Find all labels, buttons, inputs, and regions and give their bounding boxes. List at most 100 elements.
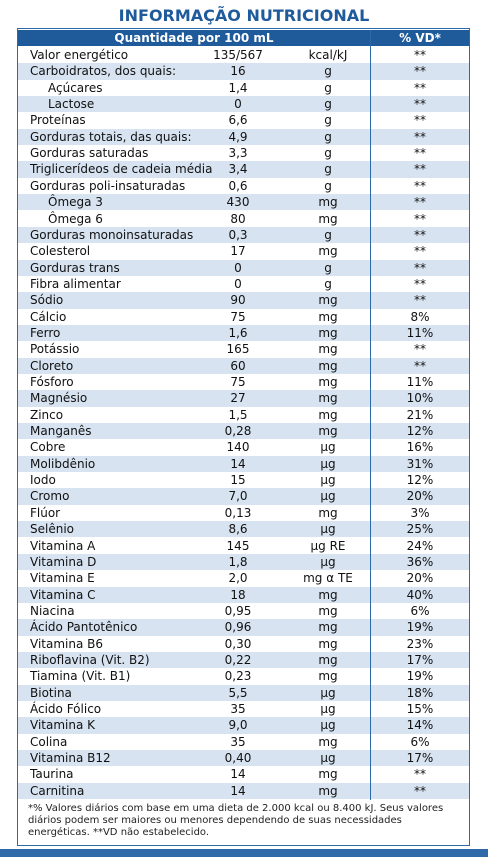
unit: g — [324, 260, 332, 275]
amount: 15 — [230, 473, 246, 488]
unit: mg — [318, 669, 338, 684]
table-row: Gorduras totais, das quais: 4,9 g ** — [18, 128, 469, 146]
unit: mg — [318, 293, 338, 308]
daily-value: 19% — [406, 620, 434, 635]
nutrient-name: Niacina — [30, 603, 75, 618]
footnote: *% Valores diários com base em uma dieta… — [28, 803, 444, 838]
unit: mg — [318, 391, 338, 406]
amount: 90 — [230, 293, 246, 308]
table-row: Fósforo 75 mg 11% — [18, 374, 469, 390]
amount: 14 — [230, 456, 246, 471]
amount: 60 — [230, 358, 246, 373]
nutrient-name: Carnitina — [30, 783, 85, 798]
daily-value: ** — [414, 113, 426, 128]
daily-value: ** — [414, 244, 426, 259]
table-row: Açúcares 1,4 g ** — [18, 80, 469, 96]
table-row: Lactose 0 g ** — [18, 96, 469, 113]
unit: µg RE — [310, 538, 346, 553]
amount: 0,96 — [224, 620, 252, 635]
nutrient-name: Molibdênio — [30, 456, 96, 471]
nutrient-name: Vitamina B6 — [30, 636, 104, 651]
daily-value: 12% — [406, 473, 434, 488]
daily-value: ** — [414, 783, 426, 798]
daily-value: 3% — [410, 505, 430, 520]
unit: g — [324, 162, 332, 177]
amount: 0,23 — [224, 669, 252, 684]
unit: µg — [320, 751, 336, 766]
amount: 1,4 — [228, 80, 248, 95]
table-row: Vitamina C 18 mg 40% — [18, 586, 469, 603]
amount: 3,4 — [228, 162, 248, 177]
table-row: Vitamina B6 0,30 mg 23% — [18, 636, 469, 652]
table-row: Valor energético 135/567 kcal/kJ ** — [18, 47, 469, 63]
daily-value: 21% — [406, 407, 434, 422]
unit: mg — [318, 407, 338, 422]
daily-value: 11% — [406, 375, 434, 389]
unit: mg — [318, 375, 338, 389]
table-row: Molibdênio 14 µg 31% — [18, 455, 469, 473]
nutrient-name: Fósforo — [30, 375, 74, 389]
table-row: Vitamina B12 0,40 µg 17% — [18, 750, 469, 767]
divider — [370, 30, 371, 800]
unit: mg — [318, 767, 338, 782]
table-row: Vitamina D 1,8 µg 36% — [18, 553, 469, 571]
amount: 80 — [230, 211, 246, 226]
table-row: Proteínas 6,6 g ** — [18, 112, 469, 128]
daily-value: ** — [414, 178, 426, 193]
table-row: Magnésio 27 mg 10% — [18, 390, 469, 407]
nutrient-name: Cobre — [30, 440, 66, 455]
amount: 0,40 — [224, 751, 252, 766]
unit: mg — [318, 620, 338, 635]
amount: 145 — [226, 538, 250, 553]
amount: 8,6 — [228, 522, 248, 537]
table-row: Colesterol 17 mg ** — [18, 243, 469, 259]
unit: mg — [318, 587, 338, 602]
table-row: Ômega 6 80 mg ** — [18, 211, 469, 227]
table-row: Niacina 0,95 mg 6% — [18, 603, 469, 619]
nutrient-name: Vitamina A — [30, 538, 96, 553]
amount: 1,8 — [228, 554, 248, 569]
amount: 14 — [230, 783, 246, 798]
table-row: Triglicerídeos de cadeia média 3,4 g ** — [18, 161, 469, 178]
daily-value: 20% — [406, 571, 434, 586]
daily-value: ** — [414, 64, 426, 79]
amount: 0 — [234, 276, 242, 291]
daily-value: ** — [414, 276, 426, 291]
daily-value: ** — [414, 342, 426, 357]
table-row: Ácido Fólico 35 µg 15% — [18, 701, 469, 717]
daily-value: 16% — [406, 440, 434, 455]
nutrient-name: Colesterol — [30, 244, 91, 259]
daily-value: ** — [414, 211, 426, 226]
amount: 0,3 — [228, 227, 248, 242]
daily-value: ** — [414, 162, 426, 177]
table-row: Fibra alimentar 0 g ** — [18, 276, 469, 292]
amount: 14 — [230, 767, 246, 782]
table-row: Riboflavina (Vit. B2) 0,22 mg 17% — [18, 651, 469, 669]
amount: 140 — [226, 440, 250, 455]
nutrient-name: Ferro — [30, 325, 61, 340]
table-row: Vitamina E 2,0 mg α TE 20% — [18, 570, 469, 586]
unit: µg — [320, 489, 336, 504]
unit: µg — [320, 522, 336, 537]
nutrient-name: Fibra alimentar — [30, 276, 121, 291]
daily-value: ** — [414, 260, 426, 275]
unit: mg — [318, 424, 338, 439]
table-row: Gorduras monoinsaturadas 0,3 g ** — [18, 226, 469, 244]
frame — [17, 28, 470, 846]
table-row: Carnitina 14 mg ** — [18, 782, 469, 800]
daily-value: 40% — [406, 587, 434, 602]
daily-value: ** — [414, 293, 426, 308]
table-row: Tiamina (Vit. B1) 0,23 mg 19% — [18, 668, 469, 684]
amount: 0,95 — [224, 603, 252, 618]
daily-value: 17% — [406, 751, 434, 766]
nutrient-name: Tiamina (Vit. B1) — [30, 669, 131, 684]
unit: µg — [320, 718, 336, 733]
nutrient-name: Magnésio — [30, 391, 88, 406]
unit: g — [324, 129, 332, 144]
table-row: Zinco 1,5 mg 21% — [18, 407, 469, 423]
unit: g — [324, 64, 332, 79]
amount: 4,9 — [228, 129, 248, 144]
unit: g — [324, 178, 332, 193]
nutrient-name: Gorduras trans — [30, 260, 120, 275]
